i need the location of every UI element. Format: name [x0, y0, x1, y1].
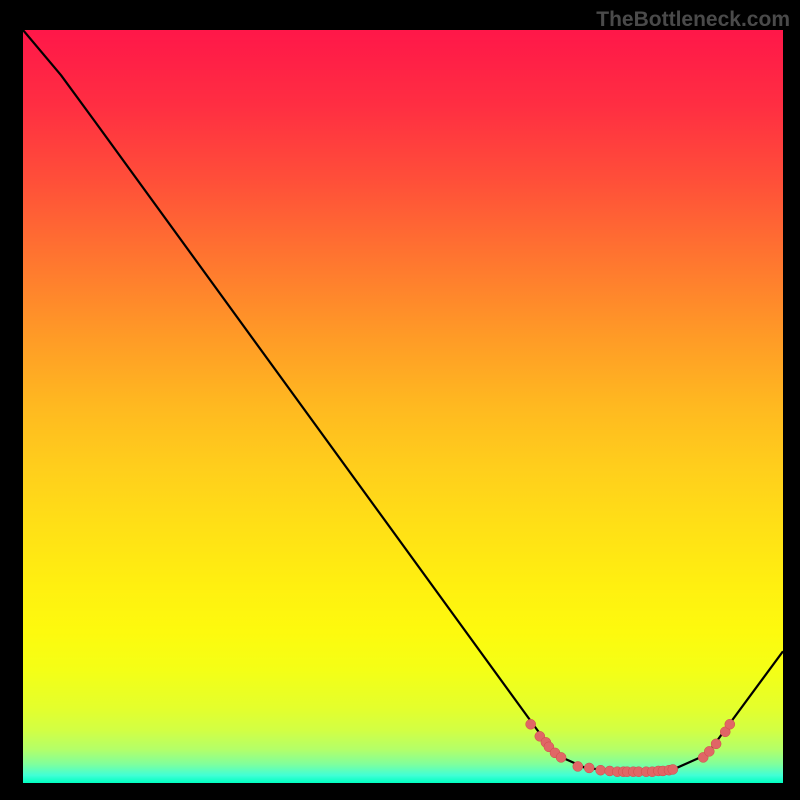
- chart-plot-area: [23, 30, 783, 783]
- data-marker: [556, 752, 566, 762]
- data-marker: [573, 761, 583, 771]
- chart-svg: [23, 30, 783, 783]
- data-marker: [711, 739, 721, 749]
- data-marker: [725, 719, 735, 729]
- watermark-text: TheBottleneck.com: [596, 8, 790, 32]
- data-marker: [668, 764, 678, 774]
- data-marker: [526, 719, 536, 729]
- data-marker: [596, 765, 606, 775]
- bottleneck-curve: [23, 30, 783, 772]
- data-marker: [584, 763, 594, 773]
